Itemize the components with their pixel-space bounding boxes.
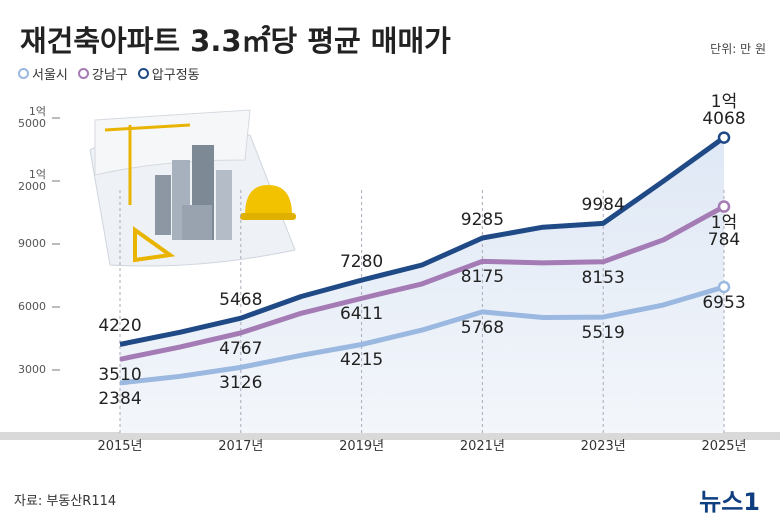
value-label: 3510 (98, 365, 142, 386)
legend: 서울시 강남구 압구정동 (18, 64, 200, 83)
value-label: 4220 (98, 316, 142, 337)
legend-item: 서울시 (18, 64, 68, 83)
x-tick-label: 2021년 (459, 439, 505, 454)
series-line (119, 204, 726, 362)
y-tick-label: 6000 (18, 300, 46, 313)
y-tick-label: 1억 5000 (18, 105, 46, 131)
logo: 뉴스1 (699, 488, 760, 516)
x-tick-label: 2017년 (218, 439, 264, 454)
legend-label: 압구정동 (151, 68, 200, 83)
value-label: 8175 (460, 267, 505, 288)
series-line (119, 135, 726, 347)
illustration (89, 109, 296, 267)
chart-title: 재건축아파트 3.3㎡당 평균 매매가 (20, 24, 451, 58)
legend-item: 압구정동 (137, 64, 200, 83)
x-tick-label: 2015년 (97, 439, 143, 454)
source: 자료: 부동산R114 (14, 494, 117, 509)
value-label: 1억 784 (707, 212, 741, 251)
y-tick-label: 3000 (18, 363, 46, 376)
value-label: 9285 (460, 210, 505, 230)
unit: 단위: 만 원 (710, 42, 766, 56)
x-tick-label: 2025년 (701, 439, 747, 454)
value-label: 6953 (702, 292, 746, 313)
value-label: 4215 (339, 350, 384, 371)
legend-label: 강남구 (91, 68, 128, 83)
y-tick-label: 1억 2000 (18, 168, 46, 194)
value-label: 9984 (581, 195, 625, 216)
value-label: 4767 (219, 338, 263, 359)
series-line (119, 284, 725, 386)
legend-label: 서울시 (32, 68, 68, 83)
value-label: 6411 (339, 304, 384, 325)
value-label: 2384 (98, 388, 142, 409)
end-marker (717, 131, 731, 144)
value-label: 5468 (219, 290, 263, 311)
value-label: 7280 (339, 252, 384, 273)
y-tick-label: 9000 (18, 237, 46, 250)
end-marker (717, 200, 731, 213)
value-label: 5768 (460, 317, 505, 338)
legend-swatch (77, 68, 89, 79)
x-tick-label: 2023년 (580, 439, 626, 454)
x-tick-label: 2019년 (339, 439, 385, 454)
end-marker (717, 280, 731, 294)
value-label: 3126 (219, 373, 263, 394)
legend-swatch (137, 68, 149, 79)
legend-item: 강남구 (77, 64, 128, 83)
value-label: 1억 4068 (702, 91, 746, 130)
legend-swatch (18, 68, 29, 79)
axis-band (0, 432, 780, 440)
value-label: 8153 (581, 267, 625, 288)
value-label: 5519 (581, 323, 625, 344)
